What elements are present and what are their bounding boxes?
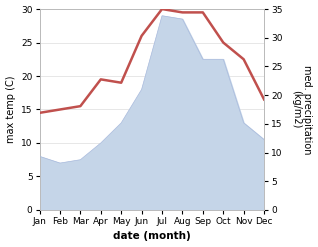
Y-axis label: max temp (C): max temp (C)	[5, 76, 16, 143]
Y-axis label: med. precipitation
(kg/m2): med. precipitation (kg/m2)	[291, 65, 313, 154]
X-axis label: date (month): date (month)	[113, 231, 191, 242]
